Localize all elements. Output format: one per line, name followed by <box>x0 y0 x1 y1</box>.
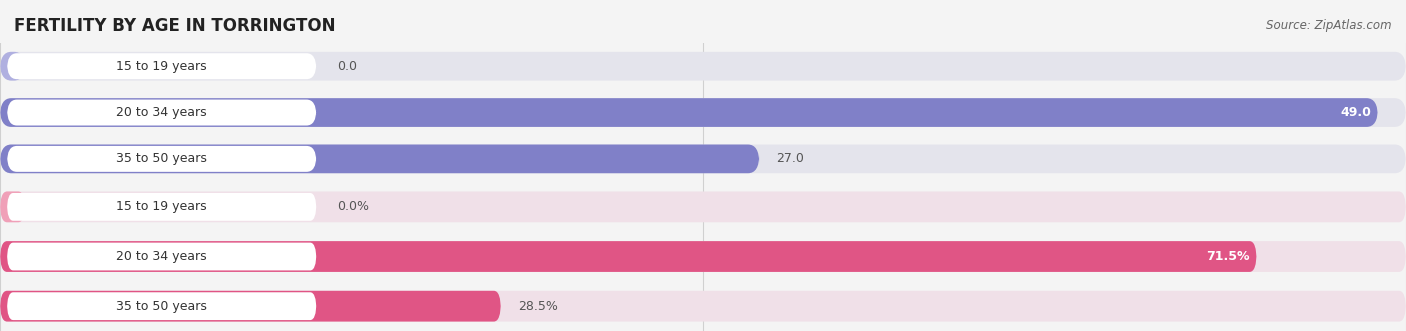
Text: 20 to 34 years: 20 to 34 years <box>117 106 207 119</box>
FancyBboxPatch shape <box>0 191 1406 222</box>
FancyBboxPatch shape <box>7 100 316 125</box>
Text: 27.0: 27.0 <box>776 152 804 166</box>
FancyBboxPatch shape <box>7 292 316 320</box>
Text: 0.0%: 0.0% <box>337 200 370 213</box>
FancyBboxPatch shape <box>7 193 316 221</box>
FancyBboxPatch shape <box>0 145 759 173</box>
Text: 35 to 50 years: 35 to 50 years <box>117 300 207 313</box>
FancyBboxPatch shape <box>0 191 25 222</box>
Text: Source: ZipAtlas.com: Source: ZipAtlas.com <box>1267 19 1392 32</box>
Text: 28.5%: 28.5% <box>517 300 558 313</box>
FancyBboxPatch shape <box>0 291 501 322</box>
FancyBboxPatch shape <box>0 145 1406 173</box>
Text: 15 to 19 years: 15 to 19 years <box>117 60 207 73</box>
FancyBboxPatch shape <box>0 52 1406 80</box>
FancyBboxPatch shape <box>0 241 1257 272</box>
FancyBboxPatch shape <box>7 146 316 172</box>
FancyBboxPatch shape <box>0 241 1406 272</box>
Text: 0.0: 0.0 <box>337 60 357 73</box>
Text: 35 to 50 years: 35 to 50 years <box>117 152 207 166</box>
FancyBboxPatch shape <box>0 98 1406 127</box>
Text: 20 to 34 years: 20 to 34 years <box>117 250 207 263</box>
Text: 49.0: 49.0 <box>1340 106 1371 119</box>
FancyBboxPatch shape <box>0 291 1406 322</box>
FancyBboxPatch shape <box>0 52 25 80</box>
Text: 71.5%: 71.5% <box>1206 250 1250 263</box>
FancyBboxPatch shape <box>7 53 316 79</box>
FancyBboxPatch shape <box>7 243 316 270</box>
Text: FERTILITY BY AGE IN TORRINGTON: FERTILITY BY AGE IN TORRINGTON <box>14 17 336 35</box>
Text: 15 to 19 years: 15 to 19 years <box>117 200 207 213</box>
FancyBboxPatch shape <box>0 98 1378 127</box>
